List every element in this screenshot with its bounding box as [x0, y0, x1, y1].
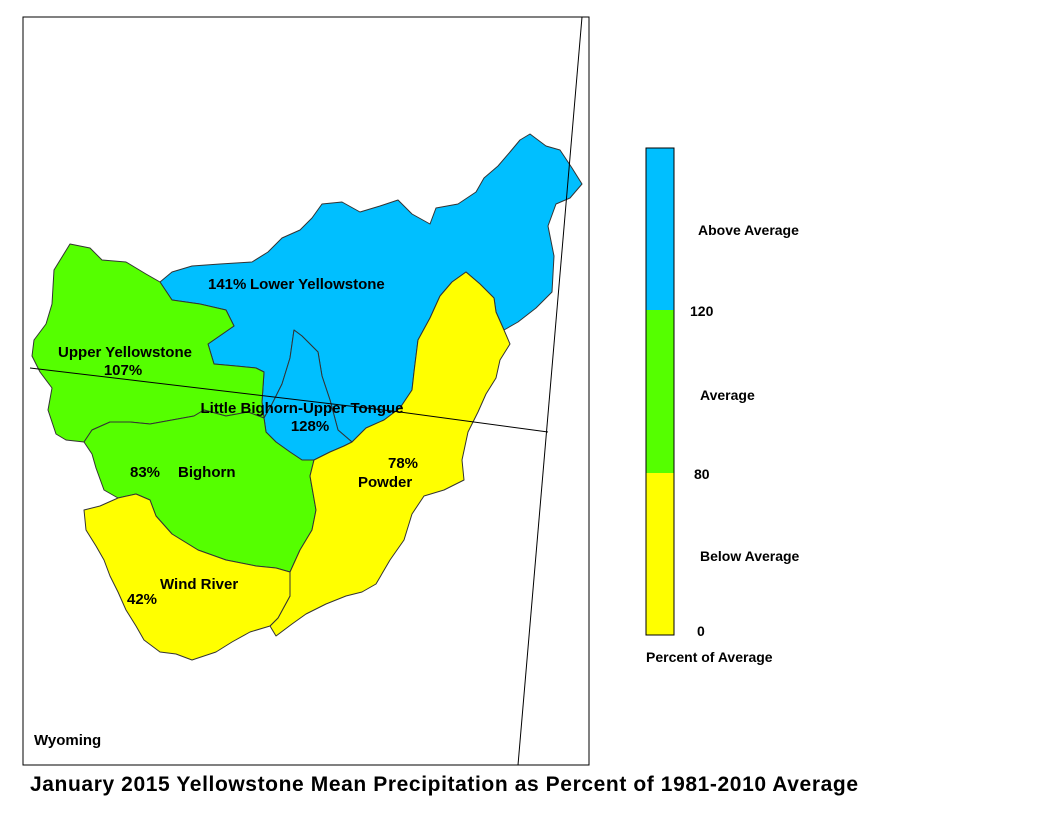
- legend-break-0: 0: [697, 623, 705, 639]
- label-lower-yellowstone-name: Lower Yellowstone: [250, 276, 385, 293]
- label-lower-yellowstone-percent: 141%: [208, 276, 246, 293]
- basin-wind-river[interactable]: [83, 493, 291, 661]
- basin-polygons: [31, 133, 583, 661]
- legend-break-120: 120: [690, 303, 714, 319]
- state-boundary-east: [517, 16, 583, 766]
- legend-swatch-above: [646, 148, 674, 310]
- map-title: January 2015 Yellowstone Mean Precipitat…: [30, 773, 859, 796]
- legend-title: Percent of Average: [646, 649, 773, 665]
- label-little-bighorn-percent: 128%: [291, 418, 329, 435]
- legend-label-average: Average: [700, 387, 755, 403]
- label-little-bighorn-name: Little Bighorn-Upper Tongue: [200, 400, 403, 417]
- legend-label-below: Below Average: [700, 548, 800, 564]
- label-powder-percent: 78%: [388, 455, 418, 472]
- label-bighorn-percent: 83%: [130, 464, 160, 481]
- label-powder-name: Powder: [358, 474, 412, 491]
- label-upper-yellowstone-percent: 107%: [104, 362, 142, 379]
- legend-label-above: Above Average: [698, 222, 799, 238]
- state-boundaries: [29, 16, 583, 766]
- legend-border: [645, 147, 675, 636]
- legend: Above Average Average Below Average 120 …: [645, 147, 800, 665]
- label-wind-river-name: Wind River: [160, 576, 238, 593]
- label-upper-yellowstone-name: Upper Yellowstone: [58, 344, 192, 361]
- state-label-wyoming: Wyoming: [34, 732, 101, 749]
- legend-break-80: 80: [694, 466, 710, 482]
- legend-swatch-below: [646, 473, 674, 635]
- state-boundary-north: [29, 367, 549, 433]
- label-wind-river-percent: 42%: [127, 591, 157, 608]
- label-bighorn-name: Bighorn: [178, 464, 236, 481]
- basin-powder[interactable]: [269, 271, 511, 637]
- legend-swatch-average: [646, 310, 674, 473]
- basin-labels: 141% Lower Yellowstone Upper Yellowstone…: [34, 276, 418, 749]
